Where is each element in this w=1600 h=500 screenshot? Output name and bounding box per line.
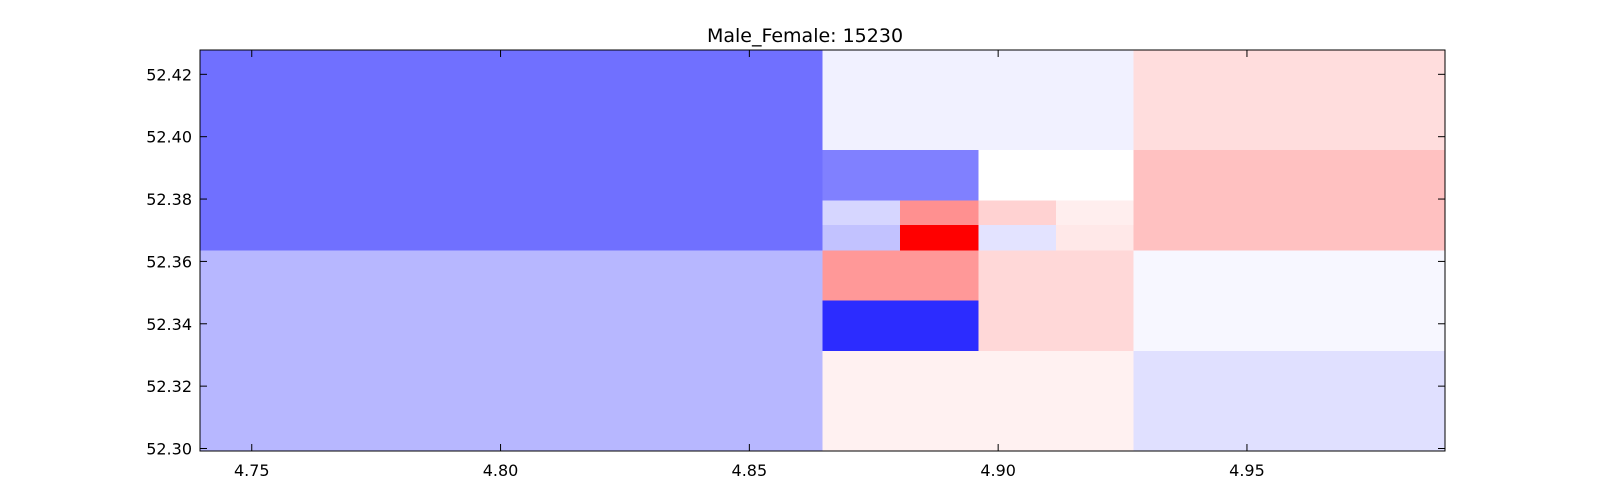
x-tick-label: 4.80 bbox=[483, 461, 519, 480]
x-tick-label: 4.75 bbox=[234, 461, 270, 480]
heatmap-cell-3 bbox=[822, 150, 979, 201]
heatmap-cell-1 bbox=[822, 50, 1134, 151]
heatmap-cell-19 bbox=[822, 350, 1134, 451]
heatmap-cell-10 bbox=[822, 225, 901, 251]
heatmap-cell-15 bbox=[822, 250, 979, 301]
x-tick-label: 4.95 bbox=[1229, 461, 1265, 480]
heatmap-cell-16 bbox=[822, 300, 979, 351]
y-tick-label: 52.34 bbox=[146, 315, 192, 334]
x-tick-label: 4.90 bbox=[980, 461, 1016, 480]
heatmap-cell-0 bbox=[200, 50, 823, 251]
heatmap-cell-17 bbox=[978, 250, 1134, 351]
y-tick-label: 52.32 bbox=[146, 377, 192, 396]
heatmap-cell-9 bbox=[1055, 200, 1134, 226]
y-tick-label: 52.42 bbox=[146, 65, 192, 84]
heatmap-cells bbox=[200, 50, 1445, 451]
heatmap-cell-18 bbox=[1133, 250, 1445, 351]
heatmap-cell-4 bbox=[978, 150, 1134, 201]
plot-frame bbox=[199, 49, 1446, 452]
chart-title: Male_Female: 15230 bbox=[707, 25, 903, 47]
heatmap-cell-20 bbox=[1133, 350, 1445, 451]
heatmap-cell-11 bbox=[900, 225, 979, 251]
y-tick-label: 52.40 bbox=[146, 128, 192, 147]
heatmap-cell-12 bbox=[978, 225, 1056, 251]
heatmap-cell-14 bbox=[200, 250, 823, 451]
x-tick-label: 4.85 bbox=[732, 461, 768, 480]
y-tick-label: 52.36 bbox=[146, 252, 192, 271]
x-axis-ticks: 4.75 4.80 4.85 4.90 4.95 bbox=[234, 50, 1265, 480]
heatmap-cell-13 bbox=[1055, 225, 1134, 251]
heatmap-cell-8 bbox=[978, 200, 1056, 226]
heatmap-cell-7 bbox=[900, 200, 979, 226]
heatmap-cell-2 bbox=[1133, 50, 1445, 151]
heatmap-cell-6 bbox=[822, 200, 901, 226]
y-tick-label: 52.30 bbox=[146, 440, 192, 459]
y-axis-ticks: 52.30 52.32 52.34 52.36 52.38 52.40 52.42 bbox=[146, 65, 1445, 459]
y-tick-label: 52.38 bbox=[146, 190, 192, 209]
heatmap-cell-5 bbox=[1133, 150, 1445, 251]
